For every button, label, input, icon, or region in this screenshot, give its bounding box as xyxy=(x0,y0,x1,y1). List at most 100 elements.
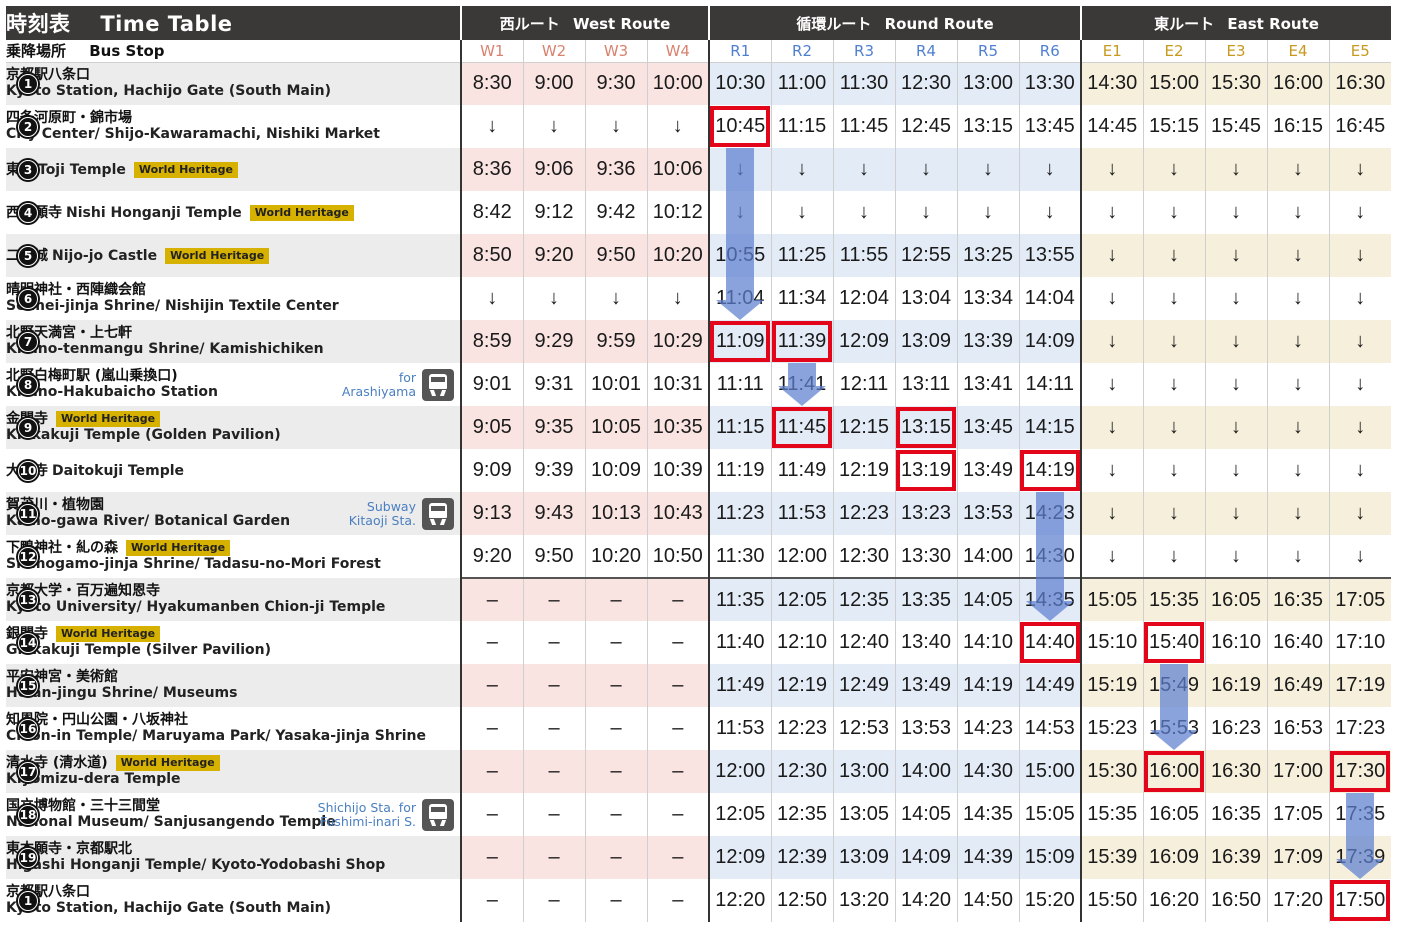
time-cell: – xyxy=(460,621,523,664)
bus-stop: 12 下鴨神社・糺の森 World Heritage Shimogamo-jinja … xyxy=(6,535,462,578)
bus-stop: 11 賀茂川・植物園 Kamo-gawa River/ Botanical Gard… xyxy=(6,492,462,535)
column-header-r1: R1 xyxy=(708,40,772,63)
time-cell: 14:10 xyxy=(956,621,1020,664)
column-header-w1: W1 xyxy=(460,40,523,63)
time-cell: 10:09 xyxy=(584,449,647,492)
stop-number-badge: 18 xyxy=(16,802,40,827)
time-cell: ↓ xyxy=(1142,320,1206,363)
time-cell: 12:50 xyxy=(770,879,834,922)
time-cell: 12:35 xyxy=(832,577,896,621)
time-cell: ↓ xyxy=(1204,234,1268,277)
time-cell: 12:30 xyxy=(832,535,896,578)
time-cell: 10:29 xyxy=(646,320,710,363)
stop-row: 16 知恩院・円山公園・八坂神社 Chion-in Temple/ Maruyama… xyxy=(6,707,1392,750)
time-cell: 14:19 xyxy=(1018,449,1082,492)
time-cell: 10:50 xyxy=(646,535,710,578)
time-cell: 16:19 xyxy=(1204,664,1268,707)
world-heritage-badge: World Heritage xyxy=(56,411,161,427)
time-cell: ↓ xyxy=(584,105,647,148)
time-cell: 17:00 xyxy=(1266,750,1330,793)
time-cell: 12:23 xyxy=(770,707,834,750)
stop-name-jp: 晴明神社・西陣織会館 xyxy=(6,282,146,298)
time-cell: 13:30 xyxy=(894,535,958,578)
time-cell: – xyxy=(584,621,647,664)
stop-number-badge: 2 xyxy=(16,114,40,139)
time-cell: 11:40 xyxy=(708,621,772,664)
time-cell: ↓ xyxy=(708,191,772,234)
column-header-w2: W2 xyxy=(522,40,585,63)
time-cell: 13:09 xyxy=(894,320,958,363)
time-cell: ↓ xyxy=(1018,148,1082,191)
time-cell: ↓ xyxy=(646,105,710,148)
stop-name-line: 大徳寺Daitokuji Temple xyxy=(6,463,460,479)
stop-row: 7 北野天満宮・上七軒 Kitano-tenmangu Shrine/ Kamish… xyxy=(6,320,1392,363)
time-cell: 9:31 xyxy=(522,363,585,406)
time-cell: 9:50 xyxy=(584,234,647,277)
time-cell: 12:05 xyxy=(708,793,772,836)
stop-name-line: 知恩院・円山公園・八坂神社 xyxy=(6,712,460,728)
transfer-line: Arashiyama xyxy=(341,383,416,399)
stop-name-jp: 知恩院・円山公園・八坂神社 xyxy=(6,712,188,728)
time-cell: ↓ xyxy=(1266,191,1330,234)
time-cell: 12:30 xyxy=(894,62,958,105)
time-cell: 13:11 xyxy=(894,363,958,406)
time-cell: 16:05 xyxy=(1204,577,1268,621)
time-cell: 13:39 xyxy=(956,320,1020,363)
stop-row: 11 賀茂川・植物園 Kamo-gawa River/ Botanical Gard… xyxy=(6,492,1392,535)
time-cell: ↓ xyxy=(1266,406,1330,449)
time-cell: 15:30 xyxy=(1080,750,1144,793)
time-cell: 12:00 xyxy=(770,535,834,578)
time-cell: 15:35 xyxy=(1080,793,1144,836)
stop-number-badge: 6 xyxy=(16,286,40,311)
bus-stop: 1 京都駅八条口 Kyoto Station, Hachijo Gate (Sout… xyxy=(6,879,462,922)
column-header-e5: E5 xyxy=(1328,40,1392,63)
time-cell: ↓ xyxy=(1080,492,1144,535)
time-cell: 11:11 xyxy=(708,363,772,406)
time-cell: ↓ xyxy=(1142,406,1206,449)
time-cell: ↓ xyxy=(1328,406,1392,449)
time-cell: 14:49 xyxy=(1018,664,1082,707)
stop-name-jp: 京都大学・百万遍知恩寺 xyxy=(6,583,160,599)
transfer-text: Subway Kitaoji Sta. xyxy=(349,498,416,528)
stop-number-badge: 9 xyxy=(16,415,40,440)
time-cell: – xyxy=(460,707,523,750)
stop-name-en: Toji Temple xyxy=(38,161,126,178)
time-cell: 13:34 xyxy=(956,277,1020,320)
stop-number-badge: 4 xyxy=(16,200,40,225)
time-cell: ↓ xyxy=(522,105,585,148)
time-cell: ↓ xyxy=(1266,234,1330,277)
time-cell: ↓ xyxy=(708,148,772,191)
time-cell: 10:39 xyxy=(646,449,710,492)
route-west-en: West Route xyxy=(572,14,671,33)
stop-number-badge: 1 xyxy=(16,71,40,96)
stop-number-badge: 12 xyxy=(16,544,40,569)
time-cell: 9:43 xyxy=(522,492,585,535)
transfer-text: Shichijo Sta. for Fushimi-inari S. xyxy=(318,800,416,829)
time-cell: 16:05 xyxy=(1142,793,1206,836)
time-cell: 14:19 xyxy=(956,664,1020,707)
stop-number-badge: 3 xyxy=(16,157,40,182)
stop-name-en: Kiyomizu-dera Temple xyxy=(6,771,181,787)
transfer-line: Subway xyxy=(366,498,416,514)
time-cell: 17:09 xyxy=(1266,836,1330,879)
time-cell: 15:30 xyxy=(1204,62,1268,105)
time-cell: ↓ xyxy=(1080,363,1144,406)
stop-name-en: Shimogamo-jinja Shrine/ Tadasu-no-Mori F… xyxy=(6,556,381,572)
stop-number-badge: 15 xyxy=(16,673,40,698)
timetable: 時刻表 Time Table 西ルート West Route 循環ルート Rou… xyxy=(6,6,1392,922)
time-cell: – xyxy=(460,879,523,922)
time-cell: 15:40 xyxy=(1142,621,1206,664)
bus-stop: 19 東本願寺・京都駅北 Higashi Honganji Temple/ Kyot… xyxy=(6,836,462,879)
time-cell: ↓ xyxy=(1328,449,1392,492)
header-row-codes: 乗降場所 Bus Stop W1 W2 W3 W4 R1 R2 R3 R4 R5 R6 E1 E2 E3… xyxy=(6,40,1392,63)
time-cell: 13:49 xyxy=(956,449,1020,492)
time-cell: 11:53 xyxy=(708,707,772,750)
time-cell: – xyxy=(646,836,710,879)
bus-stop: 7 北野天満宮・上七軒 Kitano-tenmangu Shrine/ Kamish… xyxy=(6,320,462,363)
time-cell: 9:42 xyxy=(584,191,647,234)
time-cell: 15:09 xyxy=(1018,836,1082,879)
stop-name-en: Kyoto University/ Hyakumanben Chion-ji T… xyxy=(6,599,386,615)
